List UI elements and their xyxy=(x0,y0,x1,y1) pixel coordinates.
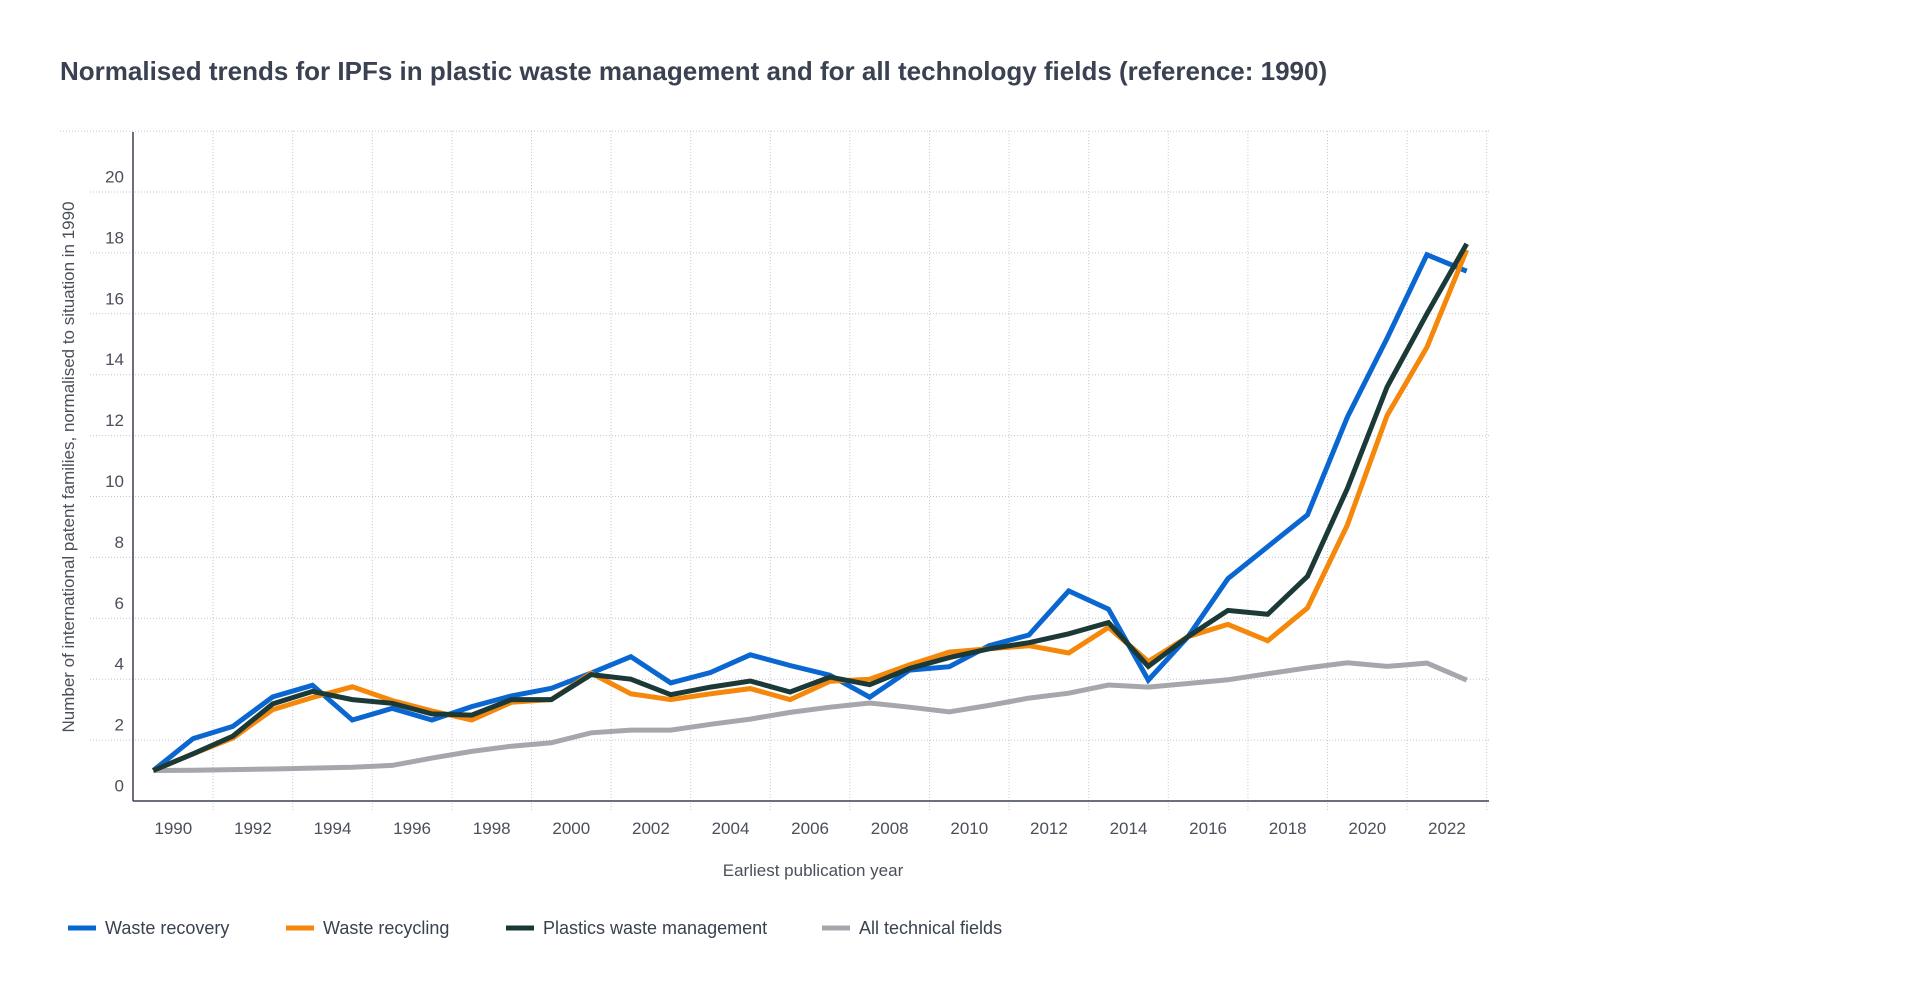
legend-item: Waste recycling xyxy=(286,918,449,938)
series-lines xyxy=(153,244,1466,771)
y-tick-label: 2 xyxy=(115,716,124,735)
y-tick-label: 10 xyxy=(105,472,124,491)
x-tick-label: 2004 xyxy=(712,819,750,838)
y-tick-label: 20 xyxy=(105,167,124,186)
x-tick-label: 2016 xyxy=(1189,819,1227,838)
y-tick-label: 16 xyxy=(105,289,124,308)
x-tick-label: 2018 xyxy=(1269,819,1307,838)
legend-item: All technical fields xyxy=(822,918,1002,938)
x-tick-label: 2008 xyxy=(871,819,909,838)
series-line-waste-recycling xyxy=(153,250,1466,771)
x-tick-label: 1994 xyxy=(314,819,352,838)
x-tick-label: 2012 xyxy=(1030,819,1068,838)
chart-title: Normalised trends for IPFs in plastic wa… xyxy=(60,56,1327,86)
x-axis-title: Earliest publication year xyxy=(723,861,904,880)
y-tick-label: 4 xyxy=(115,655,124,674)
y-axis-title: Number of international patent families,… xyxy=(59,201,78,732)
y-tick-label: 14 xyxy=(105,350,124,369)
x-tick-label: 2000 xyxy=(552,819,590,838)
legend-label: All technical fields xyxy=(859,918,1002,938)
x-tick-label: 2020 xyxy=(1348,819,1386,838)
legend-item: Waste recovery xyxy=(68,918,229,938)
y-tick-label: 6 xyxy=(115,594,124,613)
x-tick-label: 2014 xyxy=(1110,819,1148,838)
x-tick-label: 1992 xyxy=(234,819,272,838)
x-tick-label: 2010 xyxy=(950,819,988,838)
y-tick-labels: 0 2 4 6 8 10 12 14 16 18 20 xyxy=(105,167,124,795)
x-tick-label: 1996 xyxy=(393,819,431,838)
legend: Waste recovery Waste recycling Plastics wa… xyxy=(68,918,1002,938)
legend-label: Plastics waste management xyxy=(543,918,767,938)
y-tick-label: 18 xyxy=(105,228,124,247)
x-tick-label: 1998 xyxy=(473,819,511,838)
y-tick-label: 12 xyxy=(105,411,124,430)
legend-label: Waste recycling xyxy=(323,918,449,938)
y-tick-label: 0 xyxy=(115,776,124,795)
x-tick-labels: 1990 1992 1994 1996 1998 2000 2002 2004 2006 2008… xyxy=(154,819,1465,838)
x-tick-label: 2006 xyxy=(791,819,829,838)
y-tick-label: 8 xyxy=(115,533,124,552)
x-tick-label: 2002 xyxy=(632,819,670,838)
x-tick-label: 2022 xyxy=(1428,819,1466,838)
legend-item: Plastics waste management xyxy=(506,918,767,938)
legend-label: Waste recovery xyxy=(105,918,229,938)
x-tick-label: 1990 xyxy=(154,819,192,838)
